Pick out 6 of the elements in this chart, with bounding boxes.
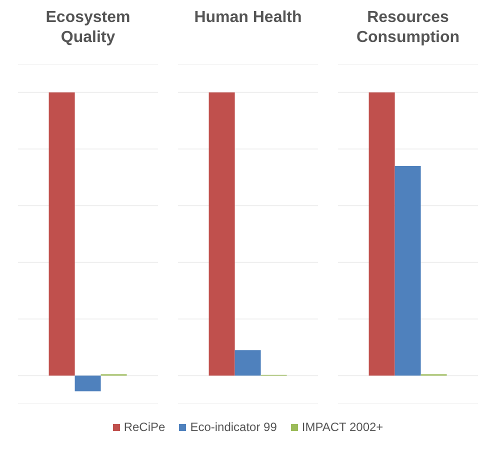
legend-label: ReCiPe (122, 420, 166, 434)
chart-title: Resources Consumption (355, 8, 461, 48)
chart-title: Human Health (193, 8, 303, 28)
legend-label: Eco-indicator 99 (189, 420, 277, 434)
chart-title: Ecosystem Quality (44, 8, 132, 48)
legend-label: IMPACT 2002+ (300, 420, 384, 434)
